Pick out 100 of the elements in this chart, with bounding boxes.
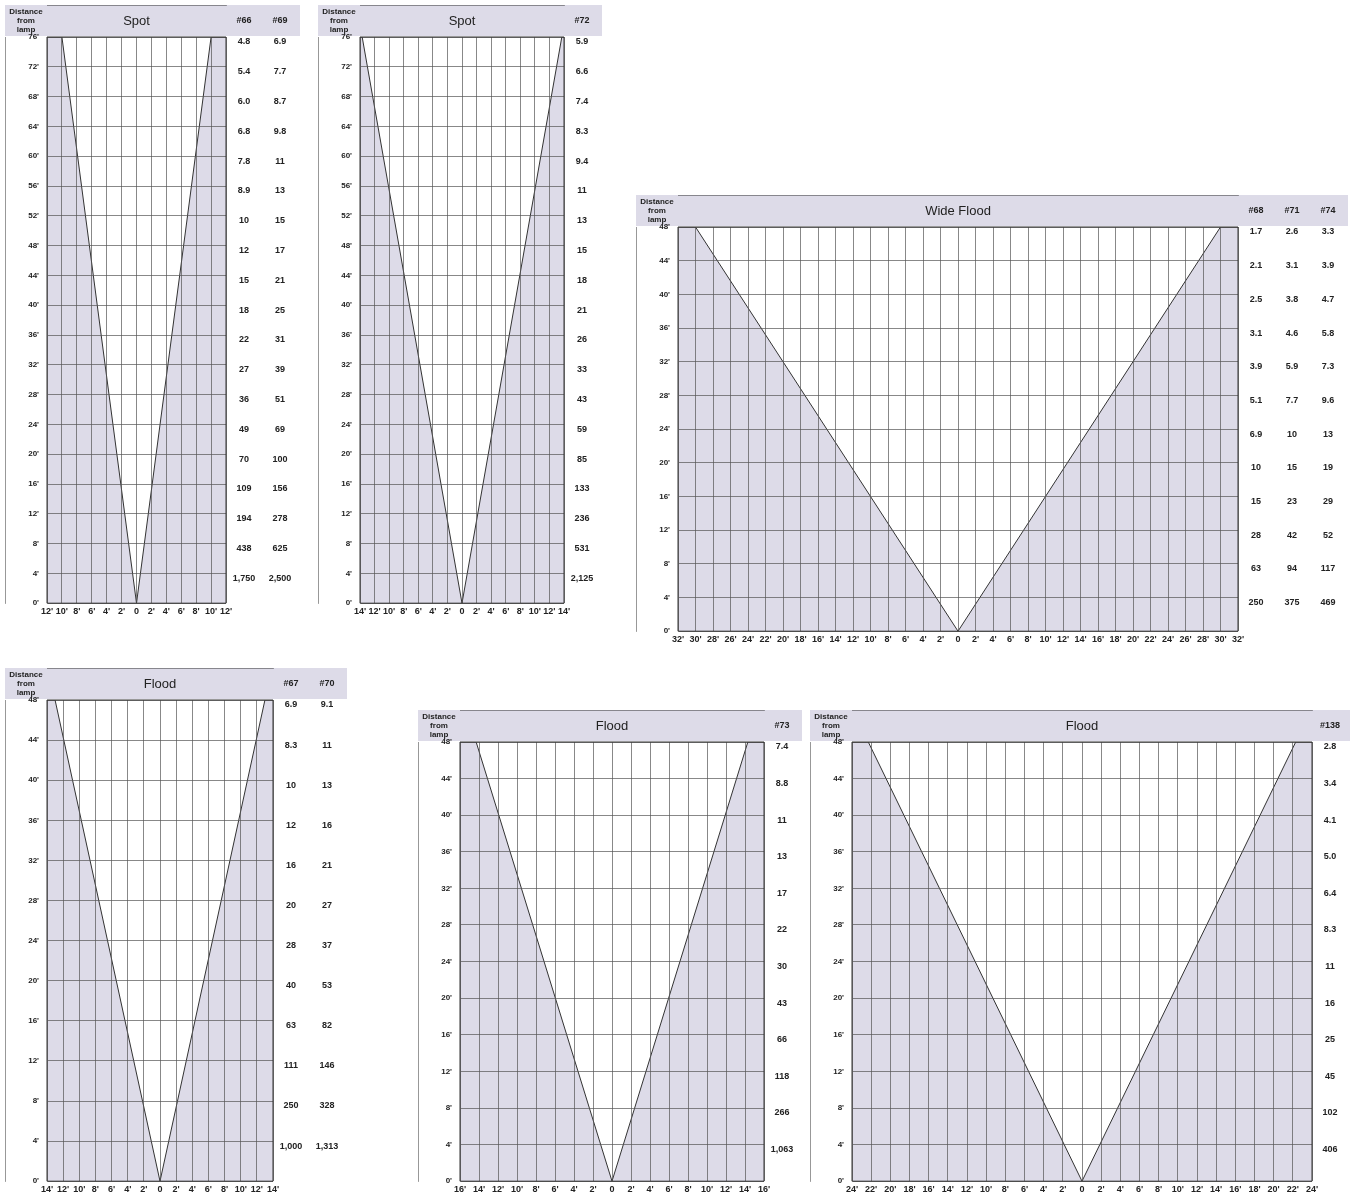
y-tick-label: 0': [837, 1176, 845, 1186]
x-tick-label: 4': [919, 634, 927, 645]
y-tick-label: 16': [441, 1030, 453, 1039]
x-tick-label: 14': [941, 1184, 954, 1195]
y-tick-label: 44': [341, 270, 353, 280]
text: 6.9: [284, 699, 298, 710]
x-tick-label: 6': [177, 606, 185, 617]
x-tick-label: 4': [188, 1184, 196, 1195]
y-tick-label: 48': [441, 737, 453, 747]
text: 7.7: [1285, 394, 1299, 405]
x-tick-label: 8': [400, 606, 408, 617]
text: #72: [574, 15, 590, 26]
y-tick-label: 56': [341, 181, 353, 191]
text: 11: [1325, 961, 1335, 972]
text: 63: [285, 1020, 297, 1031]
text: 49: [238, 423, 250, 434]
y-tick-label: 0': [445, 1176, 453, 1186]
x-tick-label: 22': [865, 1184, 878, 1195]
x-tick-label: 8': [1001, 1184, 1009, 1195]
x-tick-label: 4': [646, 1184, 654, 1195]
y-tick-label: 68': [28, 91, 40, 101]
text: 27: [321, 899, 333, 910]
text: 70: [238, 453, 250, 464]
text: 10: [285, 779, 297, 790]
text: 21: [576, 304, 588, 315]
chart-title: Spot: [448, 12, 476, 28]
y-tick-label: 36': [28, 815, 40, 825]
text: #138: [1319, 720, 1341, 731]
text: 25: [1324, 1034, 1336, 1045]
x-tick-label: 10': [383, 606, 396, 617]
text: 10: [238, 215, 250, 226]
text: 5.4: [237, 66, 251, 77]
x-tick-label: 4': [429, 606, 437, 617]
y-axis-title: Distance from lamp: [422, 712, 457, 740]
y-tick-label: 48': [341, 240, 353, 250]
x-tick-label: 10': [1039, 634, 1052, 645]
y-tick-label: 8': [32, 1096, 40, 1106]
x-tick-label: 30': [689, 634, 702, 645]
text: 5.8: [1321, 327, 1335, 338]
x-tick-label: 32': [1231, 634, 1245, 645]
y-tick-label: 44': [441, 773, 453, 783]
text: 6.0: [237, 96, 251, 107]
y-axis-title: Distance from lamp: [814, 712, 849, 740]
text: 29: [1322, 495, 1334, 506]
x-tick-label: 10': [700, 1184, 714, 1195]
text: 2.8: [1323, 741, 1337, 752]
y-tick-label: 60': [341, 151, 353, 161]
text: 3.1: [1249, 327, 1263, 338]
y-tick-label: 28': [341, 389, 353, 399]
text: 2,500: [268, 572, 292, 583]
x-tick-label: 2': [140, 1184, 148, 1195]
x-tick-label: 10': [864, 634, 877, 645]
x-tick-label: 10': [55, 606, 68, 617]
text: 11: [777, 814, 787, 825]
x-tick-label: 4': [1116, 1184, 1124, 1195]
y-tick-label: 52': [341, 211, 353, 220]
y-axis-title: Distance from lamp: [9, 7, 44, 35]
text: 25: [274, 304, 286, 315]
text: 3.1: [1285, 260, 1299, 271]
x-tick-label: 8': [532, 1184, 540, 1195]
y-tick-label: 24': [659, 424, 671, 434]
y-axis-title: Distance from lamp: [322, 7, 357, 35]
text: 13: [576, 215, 588, 226]
y-tick-label: 8': [345, 538, 353, 548]
text: 4.1: [1323, 814, 1337, 825]
text: 23: [1286, 495, 1298, 506]
x-tick-label: 2': [589, 1184, 597, 1195]
y-tick-label: 40': [28, 300, 40, 310]
x-tick-label: 22': [1144, 634, 1157, 645]
y-tick-label: 16': [341, 479, 353, 489]
y-tick-label: 32': [441, 883, 453, 893]
text: 2.5: [1249, 293, 1263, 304]
text: 59: [576, 423, 588, 434]
y-tick-label: 64': [28, 121, 40, 131]
text: 39: [274, 364, 286, 375]
text: 102: [1322, 1107, 1338, 1118]
y-tick-label: 16': [833, 1030, 845, 1039]
text: 2,125: [570, 572, 594, 583]
text: 250: [1248, 597, 1264, 607]
chart-title: Spot: [123, 12, 151, 28]
text: 82: [321, 1020, 333, 1031]
x-tick-label: 2': [147, 606, 155, 617]
y-tick-label: 32': [28, 360, 40, 369]
x-tick-label: 6': [107, 1184, 116, 1195]
text: 53: [321, 980, 333, 991]
text: 156: [272, 483, 288, 494]
x-tick-label: 16': [811, 634, 825, 645]
x-tick-label: 4': [124, 1184, 132, 1195]
text: 117: [1320, 563, 1336, 574]
y-tick-label: 76': [28, 32, 40, 42]
y-tick-label: 44': [833, 773, 845, 783]
text: 43: [576, 394, 588, 405]
y-tick-label: 20': [341, 449, 353, 459]
text: #67: [283, 678, 299, 689]
x-tick-label: 22': [1286, 1184, 1299, 1195]
y-tick-label: 68': [341, 91, 353, 101]
text: 328: [319, 1100, 335, 1111]
text: #71: [1284, 205, 1300, 216]
text: 438: [236, 543, 252, 554]
x-tick-label: 20': [884, 1184, 897, 1195]
